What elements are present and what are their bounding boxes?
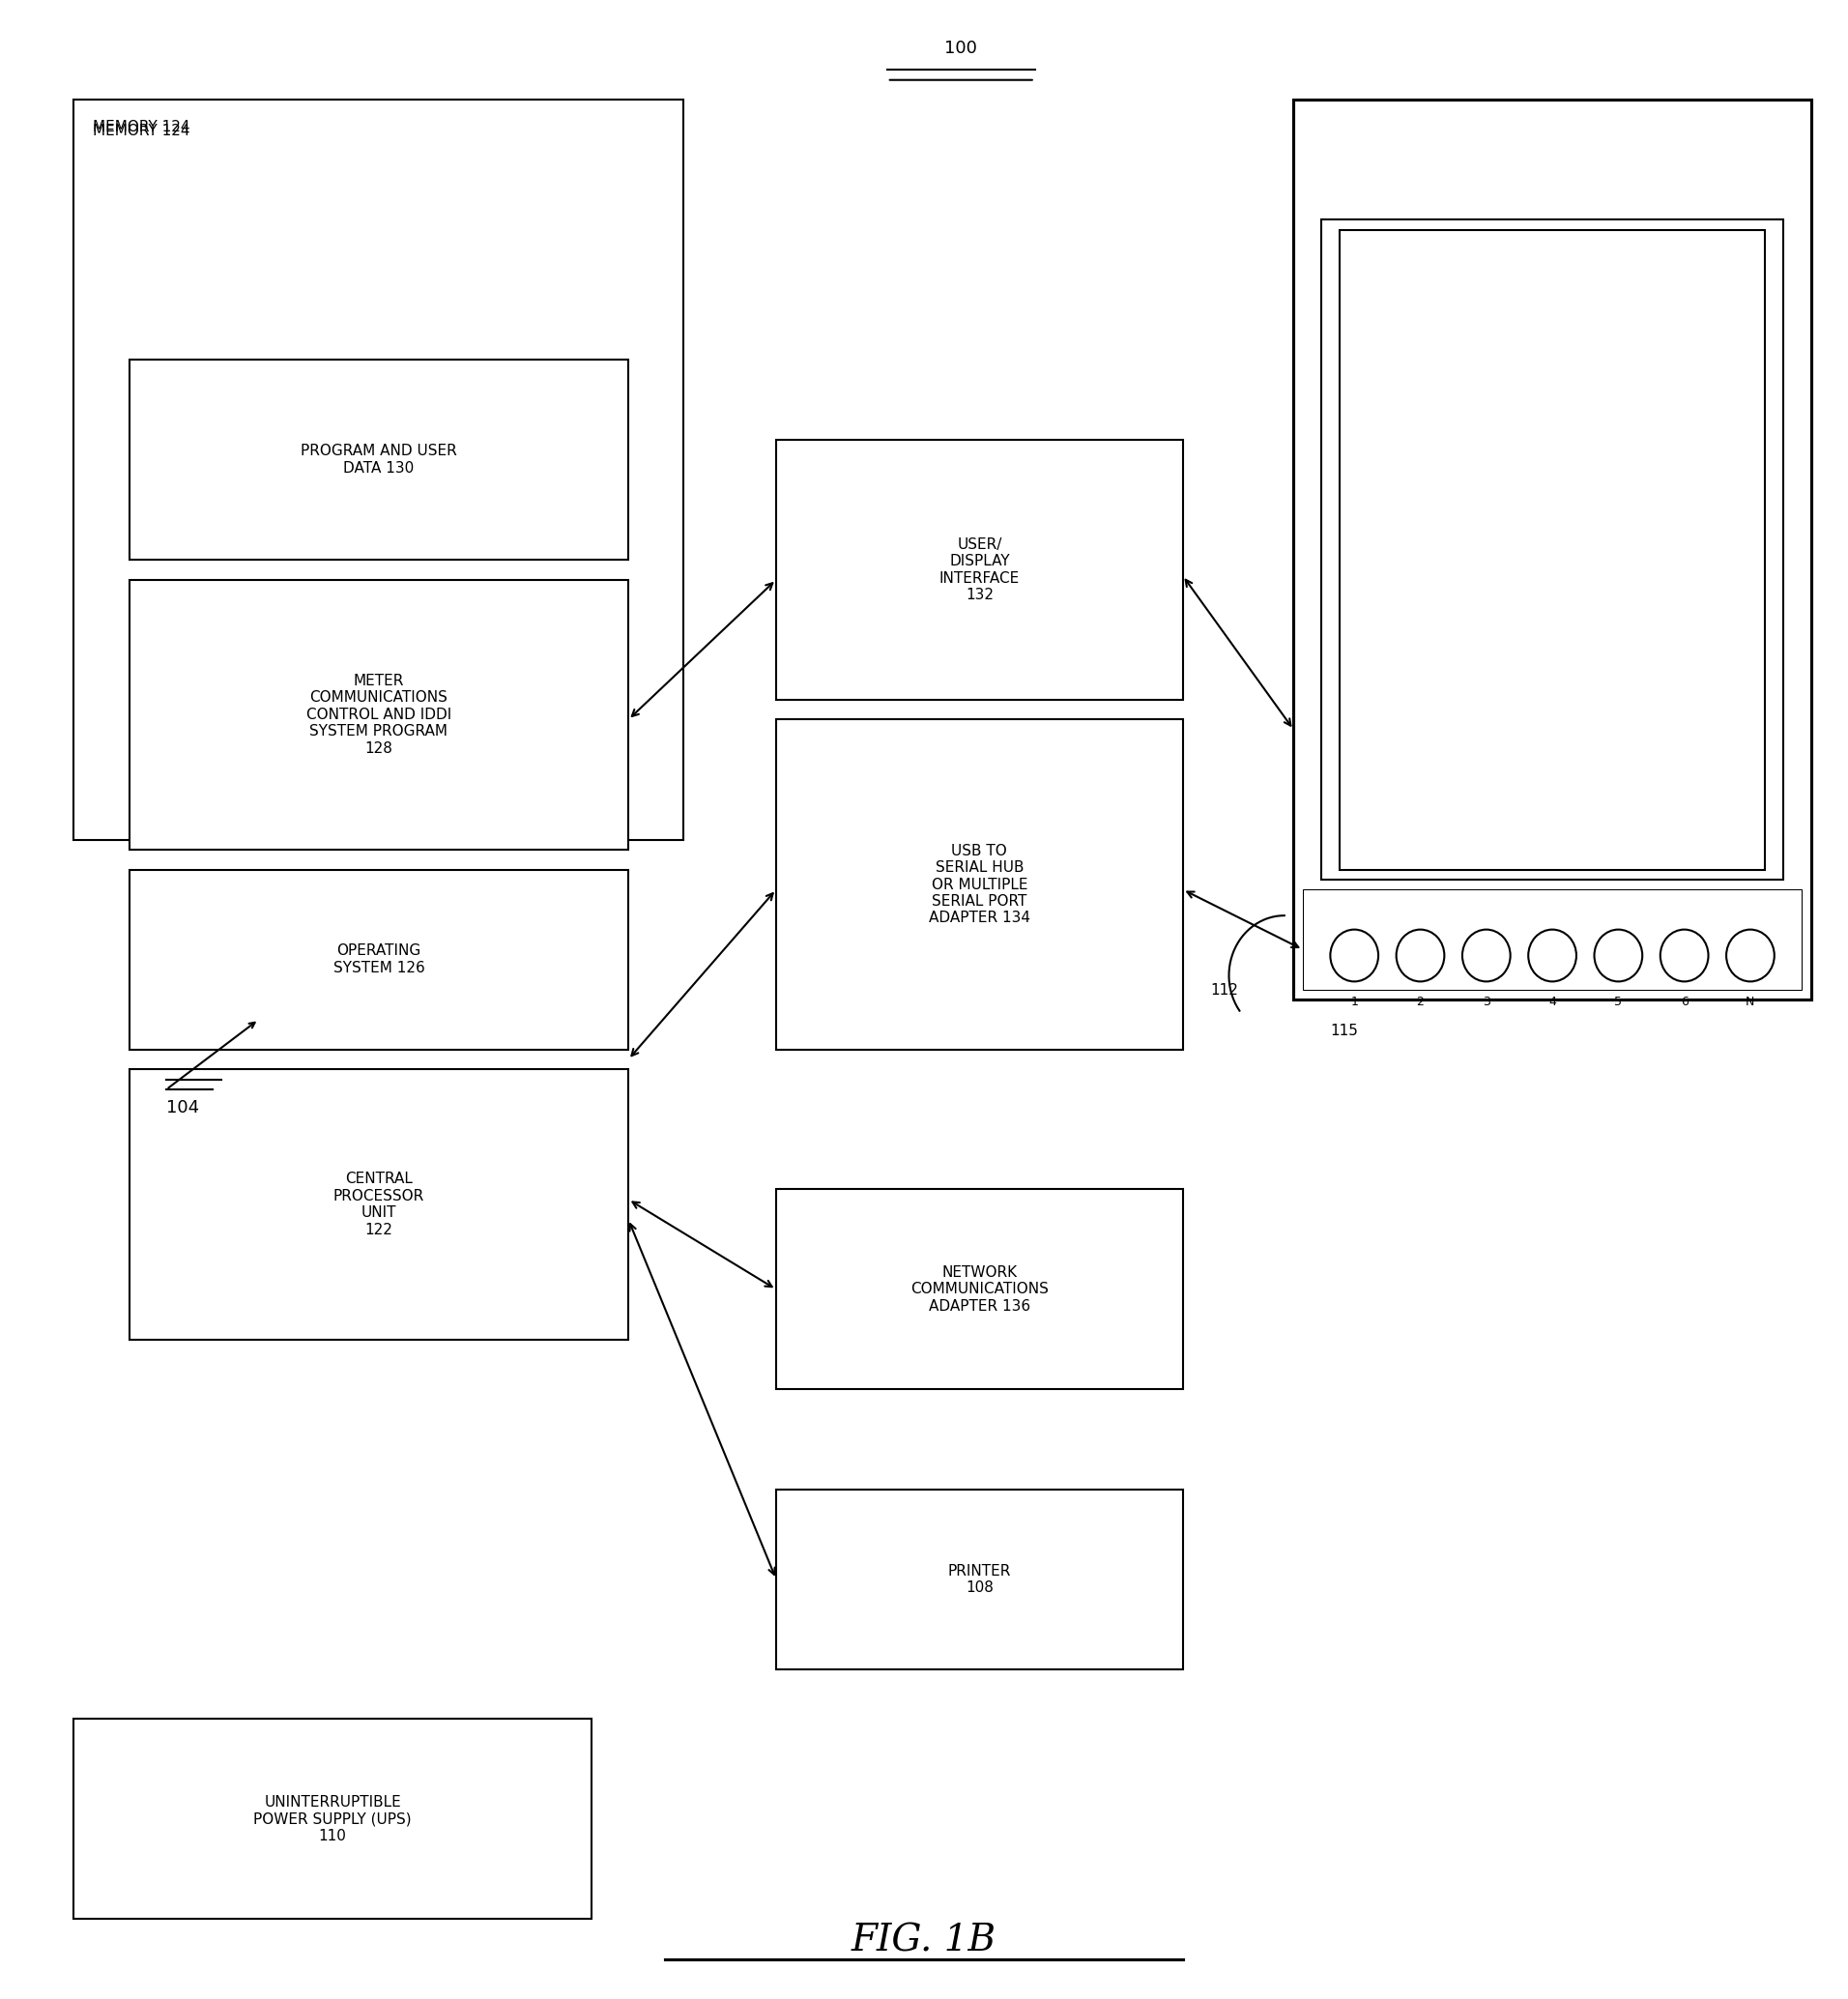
Text: MEMORY 124: MEMORY 124 <box>92 124 190 138</box>
Bar <box>1294 100 1811 1000</box>
Bar <box>776 1189 1183 1389</box>
Text: MEMORY 124: MEMORY 124 <box>92 120 190 134</box>
Text: 112: 112 <box>1210 984 1238 998</box>
Text: USB TO
SERIAL HUB
OR MULTIPLE
SERIAL PORT
ADAPTER 134: USB TO SERIAL HUB OR MULTIPLE SERIAL POR… <box>930 844 1029 926</box>
Text: PRINTER
108: PRINTER 108 <box>948 1563 1011 1595</box>
Bar <box>129 870 628 1049</box>
Text: CENTRAL
PROCESSOR
UNIT
122: CENTRAL PROCESSOR UNIT 122 <box>333 1171 425 1237</box>
Bar <box>776 1489 1183 1669</box>
Text: OPERATING
SYSTEM 126: OPERATING SYSTEM 126 <box>333 944 425 976</box>
Text: 4: 4 <box>1549 996 1556 1007</box>
Text: USER/
DISPLAY
INTERFACE
132: USER/ DISPLAY INTERFACE 132 <box>939 538 1020 602</box>
Bar <box>74 1719 591 1919</box>
Text: UNINTERRUPTIBLE
POWER SUPPLY (UPS)
110: UNINTERRUPTIBLE POWER SUPPLY (UPS) 110 <box>253 1795 412 1843</box>
Text: METER
COMMUNICATIONS
CONTROL AND IDDI
SYSTEM PROGRAM
128: METER COMMUNICATIONS CONTROL AND IDDI SY… <box>307 674 451 756</box>
Text: PROGRAM AND USER
DATA 130: PROGRAM AND USER DATA 130 <box>301 444 456 476</box>
Text: 106: 106 <box>1536 542 1569 558</box>
Bar <box>776 720 1183 1049</box>
Text: 2: 2 <box>1417 996 1425 1007</box>
Bar <box>129 580 628 850</box>
Text: 104: 104 <box>166 1099 200 1117</box>
Bar <box>776 440 1183 700</box>
Text: 115: 115 <box>1331 1023 1358 1037</box>
Bar <box>129 1069 628 1339</box>
Text: FIG. 1B: FIG. 1B <box>852 1923 996 1959</box>
Text: 6: 6 <box>1680 996 1687 1007</box>
Bar <box>74 100 684 840</box>
Text: 1: 1 <box>1351 996 1358 1007</box>
Text: 5: 5 <box>1615 996 1623 1007</box>
Bar <box>1340 230 1765 870</box>
Bar <box>1303 890 1802 990</box>
Text: 3: 3 <box>1482 996 1489 1007</box>
Text: NETWORK
COMMUNICATIONS
ADAPTER 136: NETWORK COMMUNICATIONS ADAPTER 136 <box>911 1265 1048 1313</box>
Bar <box>1321 220 1783 880</box>
Text: 100: 100 <box>944 40 978 58</box>
Text: N: N <box>1746 996 1756 1007</box>
Bar <box>129 360 628 560</box>
